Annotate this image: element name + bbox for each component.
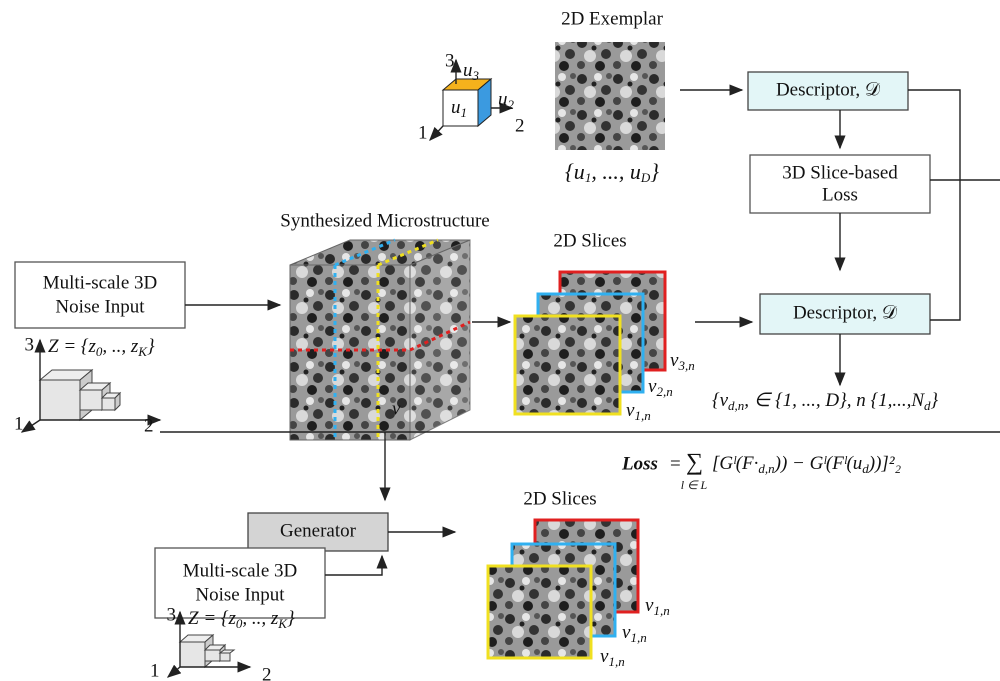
axis-label: 2 [515,115,525,136]
loss-box-label: 3D Slice-based [782,162,898,183]
loss-sum: ∑ [686,450,703,476]
text-segment: , ..., u [591,159,641,184]
subscript: 2 [508,97,515,112]
slice-label: v1,n [645,595,670,618]
text-segment: , .., z [242,608,279,629]
subscript: 1 [461,105,468,120]
noise-box [155,548,325,618]
slice [515,316,620,414]
text-segment: } [650,159,659,184]
loss-lhs: Loss [621,453,658,474]
subscript: 1,n [653,603,669,618]
slice-set: {vd,n, ∈ {1, ..., D}, n {1,...,Nd} [712,390,939,413]
slice-label: v1,n [622,622,647,645]
slice [488,566,591,658]
face-label: u3 [463,60,480,83]
slice-label: v1,n [626,400,651,423]
loss-eq: = [670,453,681,474]
volume-label: v [392,398,401,419]
axis-label: 2 [144,415,154,436]
text-segment: [Gˡ(F· [712,453,758,474]
slice-label: v1,n [600,646,625,669]
noise-label: Multi-scale 3D [43,272,158,293]
subscript: 3,n [677,358,694,373]
loss-index: l ∈ L [681,478,708,492]
axis-label: 3 [167,604,177,625]
exemplar-set: {u1, ..., uD} [565,159,659,185]
text-segment: )) − Gˡ(Fˡ(u [774,453,863,474]
diagram: 3 2 1 u3 u1 u2 2D Exemplar {u1, ..., uD}… [0,0,1000,681]
noise-label: Multi-scale 3D [183,560,298,581]
slices-title: 2D Slices [553,230,626,251]
text-segment: , ∈ {1, ..., D}, n {1,...,N [744,390,925,411]
text-segment: ))]²₂ [868,453,902,474]
slice-label: v2,n [648,376,673,399]
subscript: 3 [472,68,480,83]
axis-icon: 3 2 1 u3 u1 u2 [418,50,525,143]
text-segment: } [931,390,939,411]
descriptor-label: Descriptor, 𝒟 [793,302,898,323]
text-segment: {u [565,159,585,184]
text-segment: u [451,97,461,118]
subscript: 1,n [630,630,646,645]
subscript: D [640,170,651,185]
text-segment: u [463,60,473,81]
synth-title: Synthesized Microstructure [280,210,489,231]
subscript: d,n [758,461,774,476]
exemplar-title: 2D Exemplar [561,8,664,29]
noise-set: Z = {z0, .., zK} [48,336,155,359]
text-segment: Z = {z [48,336,96,357]
slice-label: v3,n [670,350,695,373]
text-segment: {v [712,390,729,411]
text-segment: , .., z [102,336,139,357]
axis-label: 2 [262,664,272,681]
descriptor-label: Descriptor, 𝒟 [776,79,881,100]
text-segment: Z = {z [188,608,236,629]
loss-formula: Loss = ∑ l ∈ L [Gˡ(F·d,n)) − Gˡ(Fˡ(ud))]… [621,450,902,492]
noise-label: Noise Input [55,296,145,317]
subscript: 1,n [608,654,624,669]
text-segment: } [287,608,295,629]
subscript: 1,n [634,408,650,423]
face-label: u2 [498,89,515,112]
axis-label: 1 [150,660,160,681]
axis-label: 1 [14,413,24,434]
subscript: 2,n [656,384,672,399]
axis-label: 1 [418,122,428,143]
slices-title: 2D Slices [523,488,596,509]
text-segment: } [147,336,155,357]
exemplar-image [555,42,665,150]
axis-label: 3 [25,334,35,355]
loss-body: [Gˡ(F·d,n)) − Gˡ(Fˡ(ud))]²₂ [712,453,902,476]
generator-label: Generator [280,520,357,541]
noise-label: Noise Input [195,584,285,605]
axis-label: 3 [445,50,455,71]
text-segment: u [498,89,508,110]
subscript: d,n [728,398,744,413]
synth-cube [290,240,470,440]
loss-box-label: Loss [822,184,858,205]
